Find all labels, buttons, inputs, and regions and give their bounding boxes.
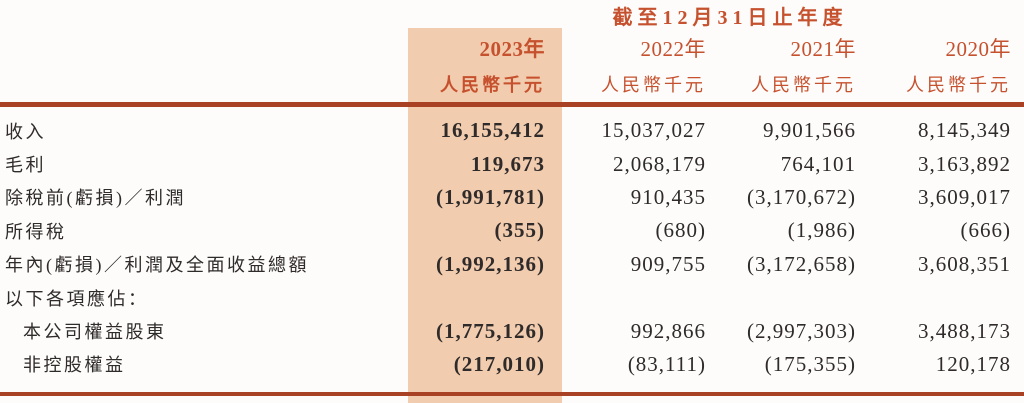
cell-2022: (680): [655, 218, 706, 243]
column-header-unit-2023: 人民幣千元: [440, 75, 545, 95]
column-header-year-2021: 2021年: [790, 37, 856, 61]
cell-2022: 15,037,027: [601, 118, 706, 143]
cell-2022: 910,435: [630, 184, 706, 209]
cell-2022: 2,068,179: [613, 151, 706, 176]
cell-2021: (3,170,672): [747, 184, 856, 209]
table-row-revenue: 收入 16,155,412 15,037,027 9,901,566 8,145…: [0, 114, 1011, 147]
table-row-equity-shareholders: 本公司權益股東 (1,775,126) 992,866 (2,997,303) …: [0, 314, 1011, 347]
table-row-attributable-to: 以下各項應佔：: [0, 281, 1011, 314]
cell-2021: (2,997,303): [747, 318, 856, 343]
column-header-unit-2020: 人民幣千元: [906, 75, 1011, 95]
cell-2020: (666): [960, 218, 1011, 243]
row-label: 非控股權益: [23, 355, 126, 376]
column-header-unit-2022: 人民幣千元: [601, 75, 706, 95]
cell-2023: (1,991,781): [436, 184, 545, 209]
highlight-2023-column: [408, 28, 562, 403]
cell-2020: 3,163,892: [918, 151, 1011, 176]
cell-2020: 3,608,351: [918, 251, 1011, 276]
column-header-year-2020: 2020年: [945, 37, 1011, 61]
cell-2021: 9,901,566: [763, 118, 856, 143]
cell-2022: 992,866: [630, 318, 706, 343]
period-header-row: 截至12月31日止年度: [0, 0, 1011, 30]
column-header-year-2022: 2022年: [640, 37, 706, 61]
period-span-header: 截至12月31日止年度: [612, 6, 848, 29]
cell-2023: (355): [494, 218, 545, 243]
column-header-unit-2021: 人民幣千元: [751, 75, 856, 95]
cell-2021: (3,172,658): [747, 251, 856, 276]
table-row-non-controlling-interests: 非控股權益 (217,010) (83,111) (175,355) 120,1…: [0, 348, 1011, 381]
row-label: 收入: [5, 121, 46, 142]
row-label: 毛利: [5, 155, 46, 176]
cell-2020: 8,145,349: [918, 118, 1011, 143]
table-row-gross-profit: 毛利 119,673 2,068,179 764,101 3,163,892: [0, 147, 1011, 180]
cell-2023: 119,673: [470, 151, 545, 176]
cell-2020: 3,488,173: [918, 318, 1011, 343]
table-row-income-tax: 所得稅 (355) (680) (1,986) (666): [0, 214, 1011, 247]
footer-rule: [0, 392, 1024, 397]
table-row-total-comprehensive-income: 年內(虧損)／利潤及全面收益總額 (1,992,136) 909,755 (3,…: [0, 248, 1011, 281]
cell-2020: 3,609,017: [918, 184, 1011, 209]
cell-2022: (83,111): [627, 351, 706, 376]
row-label: 本公司權益股東: [23, 322, 167, 343]
cell-2022: 909,755: [630, 251, 706, 276]
cell-2021: (1,986): [787, 218, 856, 243]
cell-2021: (175,355): [764, 351, 856, 376]
row-label: 以下各項應佔：: [5, 288, 149, 309]
data-rows: 收入 16,155,412 15,037,027 9,901,566 8,145…: [0, 107, 1011, 381]
cell-2023: (1,775,126): [436, 318, 545, 343]
cell-2020: 120,178: [935, 351, 1011, 376]
row-label: 年內(虧損)／利潤及全面收益總額: [5, 255, 309, 276]
row-label: 除稅前(虧損)／利潤: [5, 188, 186, 209]
year-header-row: 2023年 2022年 2021年 2020年: [0, 30, 1011, 66]
cell-2021: 764,101: [780, 151, 856, 176]
column-header-year-2023: 2023年: [479, 37, 545, 61]
row-label: 所得稅: [5, 221, 67, 242]
cell-2023: (1,992,136): [436, 251, 545, 276]
header-rule: [0, 102, 1024, 107]
table-row-profit-before-tax: 除稅前(虧損)／利潤 (1,991,781) 910,435 (3,170,67…: [0, 181, 1011, 214]
cell-2023: (217,010): [453, 351, 545, 376]
unit-header-row: 人民幣千元 人民幣千元 人民幣千元 人民幣千元: [0, 66, 1011, 102]
cell-2023: 16,155,412: [440, 118, 545, 143]
